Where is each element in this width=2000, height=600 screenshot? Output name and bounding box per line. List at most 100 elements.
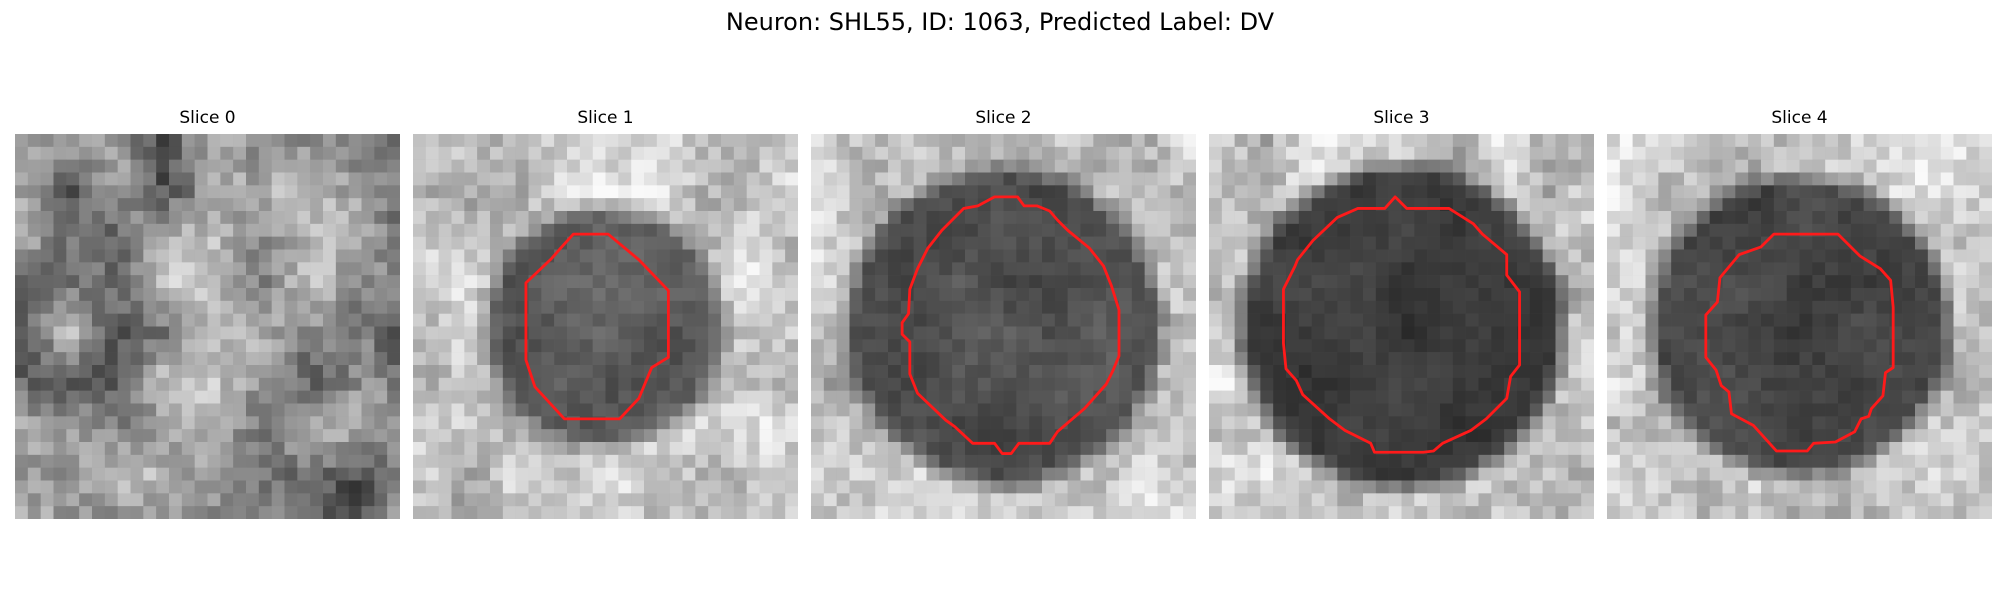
pixel <box>1234 300 1248 314</box>
pixel <box>631 185 645 199</box>
pixel <box>990 390 1004 404</box>
pixel <box>502 339 516 353</box>
pixel <box>143 223 157 237</box>
pixel <box>79 275 93 289</box>
pixel <box>1709 185 1723 199</box>
pixel <box>1427 506 1441 519</box>
pixel <box>1619 300 1633 314</box>
pixel <box>1850 172 1864 186</box>
slice-title-3: Slice 3 <box>1373 108 1430 128</box>
pixel <box>1119 352 1133 366</box>
pixel <box>1619 377 1633 391</box>
pixel <box>900 403 914 417</box>
pixel <box>387 352 400 366</box>
pixel <box>1773 300 1787 314</box>
pixel <box>605 493 619 507</box>
pixel <box>1054 506 1068 519</box>
pixel <box>143 429 157 443</box>
pixel <box>1131 467 1145 481</box>
pixel <box>79 159 93 173</box>
pixel <box>900 249 914 263</box>
pixel <box>323 352 337 366</box>
pixel <box>348 249 362 263</box>
pixel <box>1491 467 1505 481</box>
pixel <box>567 352 581 366</box>
pixel <box>1042 442 1056 456</box>
pixel <box>1478 300 1492 314</box>
pixel <box>1658 467 1672 481</box>
pixel <box>1555 416 1569 430</box>
pixel <box>490 275 504 289</box>
pixel <box>811 493 825 507</box>
pixel <box>1440 288 1454 302</box>
pixel <box>464 211 478 225</box>
pixel <box>1478 262 1492 276</box>
pixel <box>220 506 234 519</box>
pixel <box>117 134 131 148</box>
pixel <box>348 352 362 366</box>
pixel <box>875 134 889 148</box>
pixel <box>1054 467 1068 481</box>
pixel <box>1709 326 1723 340</box>
pixel <box>618 288 632 302</box>
pixel <box>1889 172 1903 186</box>
pixel <box>284 493 298 507</box>
pixel <box>477 365 491 379</box>
pixel <box>939 429 953 443</box>
pixel <box>1311 454 1325 468</box>
pixel <box>656 416 670 430</box>
pixel <box>1671 223 1685 237</box>
pixel <box>1812 339 1826 353</box>
pixel <box>92 416 106 430</box>
pixel <box>387 442 400 456</box>
pixel <box>1825 506 1839 519</box>
pixel <box>1555 223 1569 237</box>
pixel <box>1915 326 1929 340</box>
pixel <box>1170 211 1184 225</box>
pixel <box>888 275 902 289</box>
pixel <box>1234 134 1248 148</box>
pixel <box>130 493 144 507</box>
pixel <box>721 454 735 468</box>
pixel <box>1452 146 1466 160</box>
pixel <box>1209 339 1223 353</box>
pixel <box>939 185 953 199</box>
pixel <box>1786 134 1800 148</box>
pixel <box>888 172 902 186</box>
pixel <box>1350 480 1364 494</box>
pixel <box>823 275 837 289</box>
pixel <box>53 172 67 186</box>
pixel <box>605 339 619 353</box>
pixel <box>682 275 696 289</box>
pixel <box>1735 403 1749 417</box>
pixel <box>1568 236 1582 250</box>
pixel <box>1388 159 1402 173</box>
pixel <box>1273 275 1287 289</box>
pixel <box>1170 365 1184 379</box>
pixel <box>1016 339 1030 353</box>
pixel <box>92 467 106 481</box>
pixel <box>1838 403 1852 417</box>
pixel <box>233 493 247 507</box>
pixel <box>284 134 298 148</box>
pixel <box>502 172 516 186</box>
pixel <box>913 442 927 456</box>
pixel <box>1671 506 1685 519</box>
pixel <box>772 352 786 366</box>
pixel <box>1722 198 1736 212</box>
pixel <box>1260 313 1274 327</box>
pixel <box>1144 493 1158 507</box>
pixel <box>1440 211 1454 225</box>
pixel <box>541 352 555 366</box>
pixel <box>1953 275 1967 289</box>
pixel <box>1298 146 1312 160</box>
pixel <box>656 467 670 481</box>
pixel <box>862 467 876 481</box>
pixel <box>1876 300 1890 314</box>
pixel <box>348 429 362 443</box>
pixel <box>1350 377 1364 391</box>
pixel <box>708 493 722 507</box>
pixel <box>1825 198 1839 212</box>
pixel <box>156 172 170 186</box>
pixel <box>1825 480 1839 494</box>
